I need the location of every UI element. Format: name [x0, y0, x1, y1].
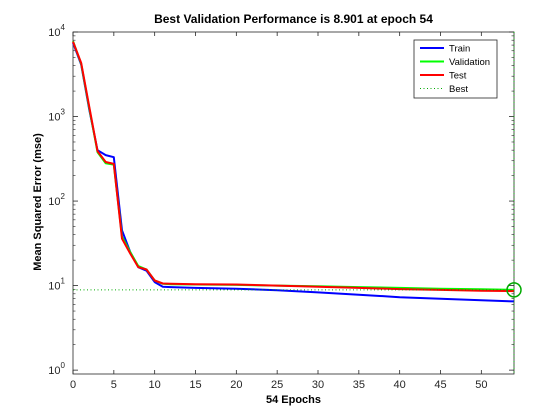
- x-tick-label: 30: [312, 379, 324, 391]
- x-tick-label: 10: [149, 379, 161, 391]
- y-tick-label: 103: [48, 108, 65, 124]
- x-tick-label: 20: [230, 379, 242, 391]
- chart-title: Best Validation Performance is 8.901 at …: [154, 12, 433, 26]
- x-tick-label: 5: [111, 379, 117, 391]
- best-marker: [506, 282, 522, 298]
- legend-label-validation: Validation: [449, 57, 490, 68]
- x-tick-label: 0: [70, 379, 76, 391]
- legend-label-train: Train: [449, 44, 470, 55]
- y-axis-label: Mean Squared Error (mse): [32, 133, 44, 271]
- y-tick-label: 101: [48, 277, 65, 293]
- x-tick-label: 40: [394, 379, 406, 391]
- legend-box: [413, 39, 498, 99]
- y-tick-label: 102: [48, 192, 65, 208]
- legend-label-test: Test: [449, 71, 467, 82]
- series-line-test: [72, 41, 515, 293]
- x-axis-label: 54 Epochs: [265, 394, 322, 406]
- series-line-validation: [72, 40, 515, 291]
- x-tick-label: 50: [475, 379, 487, 391]
- x-tick-label: 25: [271, 379, 283, 391]
- legend-label-best: Best: [449, 84, 468, 95]
- x-tick-label: 15: [189, 379, 201, 391]
- x-tick-label: 35: [353, 379, 365, 391]
- axes-box: [72, 31, 515, 375]
- x-tick-label: 45: [434, 379, 446, 391]
- y-tick-label: 104: [48, 23, 65, 39]
- y-tick-label: 100: [48, 361, 65, 377]
- series-line-train: [72, 42, 515, 303]
